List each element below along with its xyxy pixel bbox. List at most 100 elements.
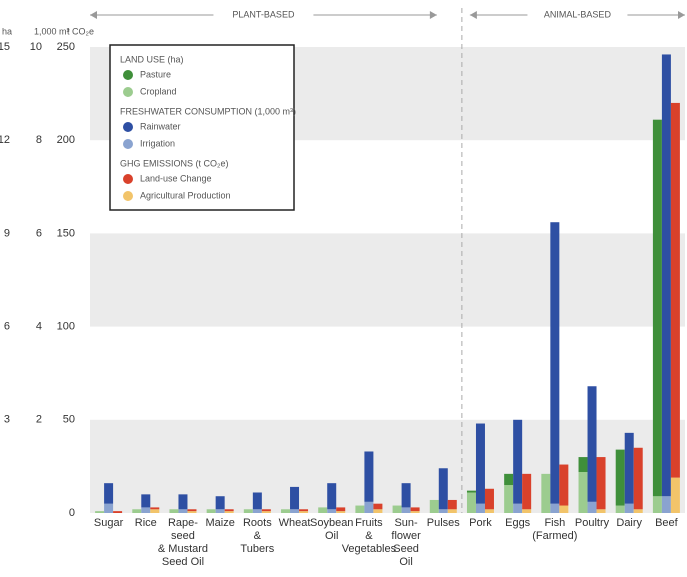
legend-group-title: GHG EMISSIONS (t CO₂e) bbox=[120, 158, 229, 168]
bar-segment bbox=[559, 505, 569, 513]
bar-segment bbox=[438, 509, 448, 513]
legend-swatch bbox=[123, 139, 133, 149]
bar-segment bbox=[670, 477, 680, 513]
bar-segment bbox=[661, 496, 671, 513]
legend-group-title: LAND USE (ha) bbox=[120, 54, 184, 64]
axis-title: t CO₂e bbox=[67, 26, 94, 36]
bar-segment bbox=[187, 509, 197, 512]
bar-segment bbox=[504, 485, 514, 513]
x-tick-label: Sun-flower Seed Oil bbox=[391, 517, 421, 568]
bar-segment bbox=[624, 432, 634, 504]
bar-segment bbox=[104, 503, 114, 513]
y-tick-label: 8 bbox=[36, 134, 42, 146]
bar-segment bbox=[447, 509, 457, 513]
x-tick-label: Wheat bbox=[279, 517, 311, 529]
bar-segment bbox=[224, 511, 234, 513]
y-tick-label: 10 bbox=[30, 41, 42, 53]
y-tick-label: 12 bbox=[0, 134, 10, 146]
legend-box bbox=[109, 44, 295, 211]
bar-segment bbox=[559, 464, 569, 506]
y-tick-label: 9 bbox=[4, 227, 10, 239]
y-tick-label: 6 bbox=[36, 227, 42, 239]
bar-segment bbox=[290, 486, 300, 510]
x-tick-label: Maize bbox=[205, 517, 234, 529]
bar-segment bbox=[364, 451, 374, 502]
x-tick-label: Rice bbox=[135, 517, 157, 529]
y-tick-label: 250 bbox=[57, 41, 75, 53]
y-tick-label: 4 bbox=[36, 321, 42, 333]
x-tick-label: Fish (Farmed) bbox=[532, 517, 577, 542]
bar-segment bbox=[587, 386, 597, 502]
bar-segment bbox=[429, 499, 439, 513]
x-tick-label: Eggs bbox=[505, 517, 531, 529]
bar-segment bbox=[327, 483, 337, 510]
bar-segment bbox=[661, 54, 671, 497]
bar-segment bbox=[261, 511, 271, 513]
legend-label: Land-use Change bbox=[140, 173, 212, 183]
bar-segment bbox=[215, 496, 225, 510]
legend-swatch bbox=[123, 87, 133, 97]
section-label: ANIMAL-BASED bbox=[544, 9, 612, 19]
x-tick-label: Poultry bbox=[575, 517, 610, 529]
bar-segment bbox=[318, 507, 328, 513]
x-tick-label: Rape-seed & Mustard Seed Oil bbox=[158, 517, 208, 568]
bar-segment bbox=[466, 490, 476, 493]
bar-segment bbox=[578, 457, 588, 472]
bar-segment bbox=[355, 505, 365, 513]
bar-segment bbox=[615, 449, 625, 506]
x-tick-label: Sugar bbox=[94, 517, 124, 529]
legend-label: Pasture bbox=[140, 69, 171, 79]
bar-segment bbox=[299, 509, 309, 512]
bar-segment bbox=[187, 511, 197, 513]
bar-segment bbox=[401, 507, 411, 513]
bar-segment bbox=[141, 507, 151, 513]
bar-segment bbox=[541, 473, 551, 513]
y-tick-label: 2 bbox=[36, 414, 42, 426]
bar-segment bbox=[401, 483, 411, 508]
bar-segment bbox=[633, 509, 643, 513]
x-tick-label: Beef bbox=[655, 517, 679, 529]
x-tick-label: Pork bbox=[469, 517, 492, 529]
bar-segment bbox=[169, 509, 179, 513]
bar-segment bbox=[513, 419, 523, 504]
bar-segment bbox=[299, 511, 309, 513]
bar-segment bbox=[578, 471, 588, 513]
section-label: PLANT-BASED bbox=[232, 9, 295, 19]
bar-segment bbox=[522, 473, 532, 510]
y-tick-label: 6 bbox=[4, 321, 10, 333]
bar-segment bbox=[504, 473, 514, 486]
bar-segment bbox=[410, 511, 420, 513]
y-tick-label: 3 bbox=[4, 414, 10, 426]
axis-title: ha bbox=[2, 26, 12, 36]
bar-segment bbox=[550, 503, 560, 513]
bar-segment bbox=[587, 501, 597, 513]
bar-segment bbox=[141, 494, 151, 508]
bar-segment bbox=[336, 507, 346, 512]
bar-segment bbox=[252, 509, 262, 513]
bar-segment bbox=[438, 468, 448, 510]
y-tick-label: 50 bbox=[63, 414, 75, 426]
legend-label: Cropland bbox=[140, 86, 177, 96]
y-tick-label: 15 bbox=[0, 41, 10, 53]
bar-segment bbox=[410, 507, 420, 512]
bar-segment bbox=[633, 447, 643, 510]
bar-segment bbox=[206, 509, 216, 513]
bar-segment bbox=[336, 511, 346, 513]
bar-segment bbox=[178, 494, 188, 510]
bar-segment bbox=[215, 509, 225, 513]
grid-band bbox=[90, 233, 685, 327]
bar-segment bbox=[113, 511, 123, 513]
legend-label: Agricultural Production bbox=[140, 190, 231, 200]
bar-segment bbox=[243, 509, 253, 513]
bar-segment bbox=[652, 496, 662, 513]
legend-label: Irrigation bbox=[140, 138, 175, 148]
bar-segment bbox=[224, 509, 234, 512]
x-tick-label: Pulses bbox=[427, 517, 461, 529]
bar-segment bbox=[104, 483, 114, 504]
bar-segment bbox=[484, 488, 494, 510]
bar-segment bbox=[615, 505, 625, 513]
x-tick-label: Soybean Oil bbox=[310, 517, 353, 542]
legend-group-title: FRESHWATER CONSUMPTION (1,000 m³) bbox=[120, 106, 296, 116]
y-tick-label: 200 bbox=[57, 134, 75, 146]
